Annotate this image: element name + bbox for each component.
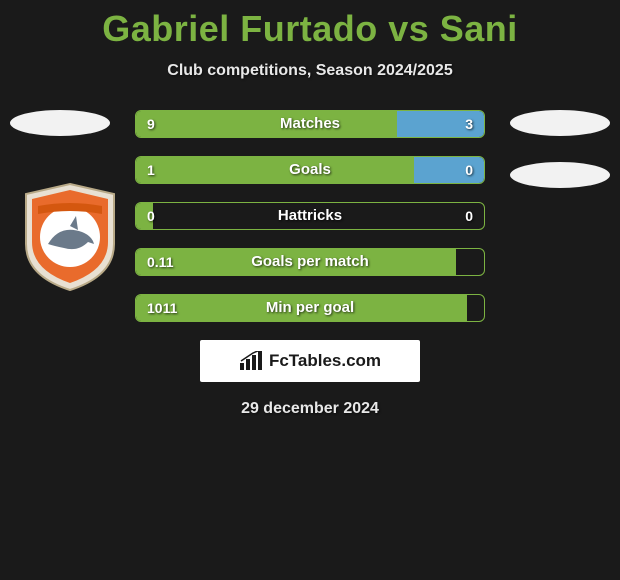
player1-placeholder-icon	[10, 110, 110, 136]
date-text: 29 december 2024	[0, 400, 620, 418]
stat-row: 1 Goals 0	[135, 156, 485, 184]
stat-row: 0.11 Goals per match	[135, 248, 485, 276]
stat-row: 0 Hattricks 0	[135, 202, 485, 230]
infographic-container: Gabriel Furtado vs Sani Club competition…	[0, 0, 620, 418]
brand-badge: FcTables.com	[200, 340, 420, 382]
stat-label: Min per goal	[135, 294, 485, 322]
stat-rows: 9 Matches 3 1 Goals 0 0 Hattricks	[135, 110, 485, 322]
stat-label: Matches	[135, 110, 485, 138]
page-title: Gabriel Furtado vs Sani	[0, 0, 620, 50]
stat-row: 9 Matches 3	[135, 110, 485, 138]
brand-text: FcTables.com	[269, 351, 381, 371]
bar-chart-icon	[239, 351, 263, 371]
subtitle: Club competitions, Season 2024/2025	[0, 62, 620, 80]
club2-placeholder-icon	[510, 162, 610, 188]
stat-row: 1011 Min per goal	[135, 294, 485, 322]
stat-label: Goals per match	[135, 248, 485, 276]
stat-label: Hattricks	[135, 202, 485, 230]
club1-logo-icon	[20, 182, 120, 292]
stats-area: 9 Matches 3 1 Goals 0 0 Hattricks	[0, 110, 620, 418]
stat-value-right: 3	[465, 110, 473, 138]
stat-value-right: 0	[465, 156, 473, 184]
stat-value-right: 0	[465, 202, 473, 230]
player2-placeholder-icon	[510, 110, 610, 136]
stat-label: Goals	[135, 156, 485, 184]
